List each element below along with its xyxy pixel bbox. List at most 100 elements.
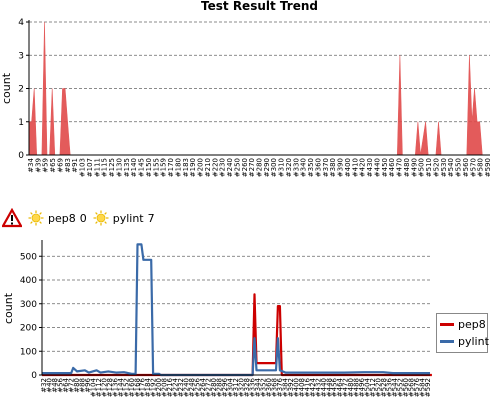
y-tick-label: 1: [18, 118, 24, 128]
x-tick-label: #472: [342, 378, 350, 397]
x-tick-label: #580: [477, 158, 485, 177]
x-tick-label: #368: [270, 378, 278, 397]
x-tick-label: #104: [89, 377, 97, 397]
x-tick-label: #456: [331, 377, 339, 397]
x-tick-label: #576: [413, 377, 421, 397]
x-tick-label: #520: [375, 378, 383, 397]
x-tick-label: #584: [419, 377, 427, 397]
x-tick-label: #280: [210, 378, 218, 397]
x-tick-label: #184: [144, 377, 152, 397]
x-tick-label: #145: [138, 158, 146, 177]
x-tick-label: #130: [115, 158, 123, 177]
x-tick-label: #150: [145, 158, 153, 177]
warning-triangle-icon[interactable]: [1, 207, 23, 228]
status-item-value: 7: [147, 211, 155, 225]
y-tick-label: 200: [20, 324, 37, 334]
x-tick-label: #304: [227, 377, 235, 397]
x-tick-label: #336: [248, 377, 256, 397]
x-tick-label: #240: [226, 158, 234, 177]
x-tick-label: #144: [117, 377, 125, 397]
x-tick-label: #39: [34, 158, 42, 173]
x-tick-label: #272: [205, 378, 213, 397]
y-tick-label: 4: [18, 18, 24, 28]
x-tick-label: #288: [216, 378, 224, 397]
y-tick-label: 300: [20, 300, 37, 310]
x-tick-label: #80: [73, 378, 81, 393]
x-tick-label: #328: [243, 378, 251, 397]
x-tick-label: #128: [106, 378, 114, 397]
x-tick-label: #450: [381, 158, 389, 177]
x-tick-label: #464: [336, 377, 344, 397]
x-tick-label: #183: [182, 158, 190, 177]
pep8-pylint-trend-chart: 0100200300400500count#32#40#48#56#64#72#…: [2, 240, 432, 397]
y-tick-label: 500: [20, 252, 37, 262]
x-tick-label: #376: [276, 377, 284, 397]
x-tick-label: #560: [402, 378, 410, 397]
x-tick-label: #432: [314, 378, 322, 397]
x-tick-label: #430: [366, 158, 374, 177]
x-tick-label: #56: [56, 377, 64, 392]
x-tick-label: #296: [221, 377, 229, 397]
x-tick-label: #34: [27, 157, 35, 172]
x-tick-label: #550: [455, 158, 463, 177]
y-axis-title: count: [0, 72, 13, 104]
x-tick-label: #256: [194, 377, 202, 397]
x-tick-label: #136: [111, 377, 119, 397]
x-tick-label: #192: [150, 378, 158, 397]
y-axis-title: count: [2, 292, 15, 324]
x-tick-label: #83: [64, 158, 72, 173]
x-tick-label: #392: [287, 378, 295, 397]
x-tick-label: #520: [432, 158, 440, 177]
y-tick-label: 400: [20, 276, 37, 286]
x-tick-label: #248: [188, 378, 196, 397]
x-tick-label: #560: [462, 158, 470, 177]
x-tick-label: #135: [123, 158, 131, 177]
x-tick-label: #168: [133, 378, 141, 397]
x-tick-label: #72: [67, 378, 75, 393]
x-tick-label: #224: [172, 377, 180, 397]
x-tick-label: #512: [369, 378, 377, 397]
x-tick-label: #330: [292, 158, 300, 177]
legend-label: pep8: [458, 318, 486, 331]
series-line-pylint: [42, 243, 430, 377]
x-tick-label: #380: [329, 158, 337, 177]
x-tick-label: #344: [254, 377, 262, 397]
x-tick-label: #240: [183, 378, 191, 397]
x-tick-label: #360: [265, 378, 273, 397]
x-tick-label: #350: [307, 158, 315, 177]
status-item-name: pylint: [112, 211, 144, 225]
x-tick-label: #250: [233, 158, 241, 177]
x-tick-label: #160: [128, 378, 136, 397]
x-tick-label: #103: [79, 158, 87, 177]
x-tick-label: #352: [259, 378, 267, 397]
x-tick-label: #64: [62, 377, 70, 392]
x-tick-label: #592: [424, 378, 432, 397]
x-tick-label: #340: [300, 158, 308, 177]
x-tick-label: #152: [122, 378, 130, 397]
x-tick-label: #125: [108, 158, 116, 177]
x-tick-label: #490: [410, 158, 418, 177]
status-item-pylint[interactable]: pylint 7: [93, 210, 155, 226]
x-tick-label: #510: [425, 158, 433, 177]
x-tick-label: #200: [197, 158, 205, 177]
x-tick-label: #370: [322, 158, 330, 177]
x-tick-label: #208: [161, 378, 169, 397]
status-item-pep8[interactable]: pep8 0: [28, 210, 87, 226]
chart-legend: pep8 pylint: [436, 313, 489, 353]
x-tick-label: #200: [155, 378, 163, 397]
x-tick-label: #416: [303, 377, 311, 397]
x-tick-label: #312: [232, 378, 240, 397]
series-line-pep8: [42, 293, 432, 377]
x-tick-label: #210: [204, 158, 212, 177]
x-tick-label: #232: [177, 378, 185, 397]
x-tick-label: #420: [359, 158, 367, 177]
x-tick-label: #590: [484, 158, 492, 177]
x-tick-label: #59: [42, 158, 50, 173]
x-tick-label: #280: [256, 158, 264, 177]
x-tick-label: #536: [386, 377, 394, 397]
x-tick-label: #400: [344, 158, 352, 177]
x-tick-label: #65: [49, 158, 57, 173]
x-tick-label: #216: [166, 377, 174, 397]
